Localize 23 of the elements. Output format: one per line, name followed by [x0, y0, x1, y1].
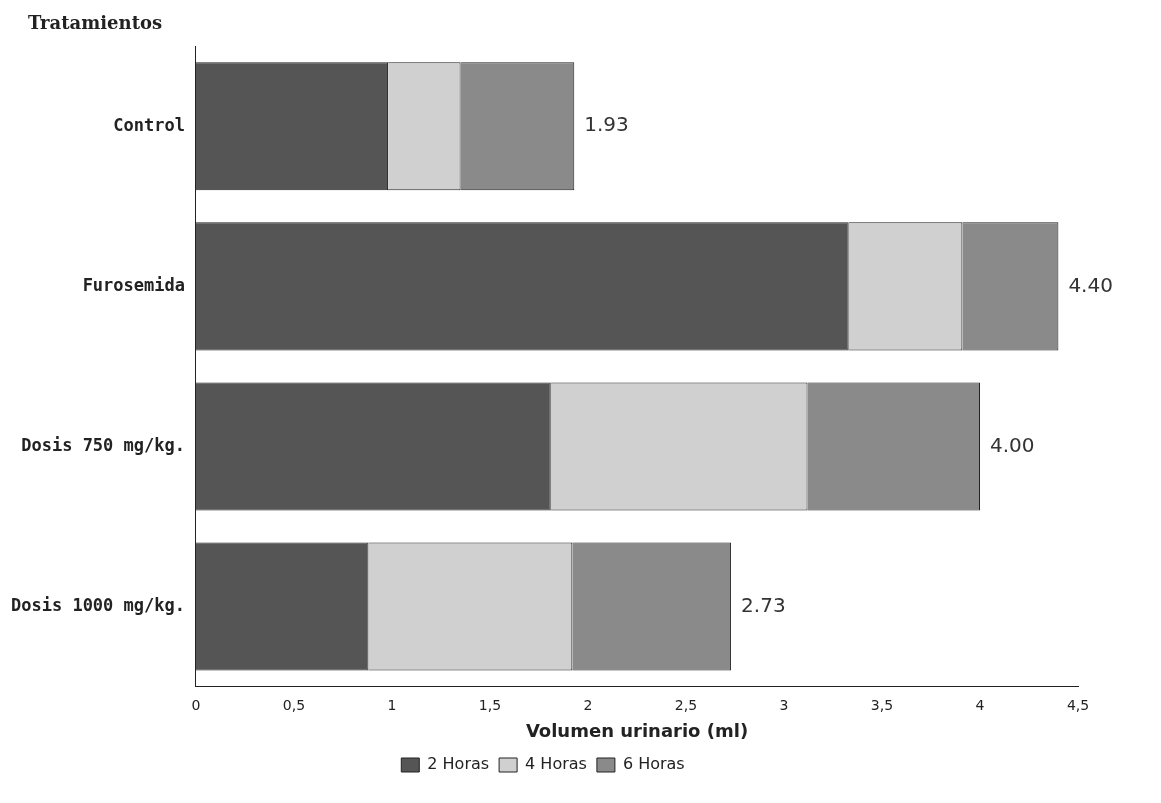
- total-label: 1.93: [584, 112, 629, 137]
- y-axis-title: Tratamientos: [27, 11, 164, 33]
- y-tick-label: Furosemida: [82, 274, 185, 295]
- total-label: 4.40: [1068, 272, 1113, 297]
- x-tick-label: 3,5: [870, 696, 894, 713]
- x-tick-label: 3: [779, 696, 789, 713]
- y-tick-label: Dosis 1000 mg/kg.: [10, 594, 185, 615]
- x-tick-label: 1: [387, 696, 397, 713]
- legend-label: 2 Horas: [427, 754, 490, 774]
- x-axis-title: Volumen urinario (ml): [525, 719, 749, 741]
- x-tick-label: 0: [191, 696, 201, 713]
- x-tick-label: 2: [583, 696, 593, 713]
- total-label: 2.73: [741, 592, 786, 617]
- legend-label: 4 Horas: [525, 754, 587, 774]
- x-tick-label: 2,5: [674, 696, 698, 713]
- legend-label: 6 Horas: [622, 754, 685, 774]
- x-tick-label: 1,5: [478, 696, 502, 713]
- y-tick-label: Control: [113, 114, 185, 135]
- x-tick-label: 4: [975, 696, 985, 713]
- x-tick-label: 0,5: [282, 696, 306, 713]
- total-label: 4.00: [990, 432, 1035, 457]
- y-tick-label: Dosis 750 mg/kg.: [21, 434, 185, 455]
- x-tick-label: 4,5: [1066, 696, 1090, 713]
